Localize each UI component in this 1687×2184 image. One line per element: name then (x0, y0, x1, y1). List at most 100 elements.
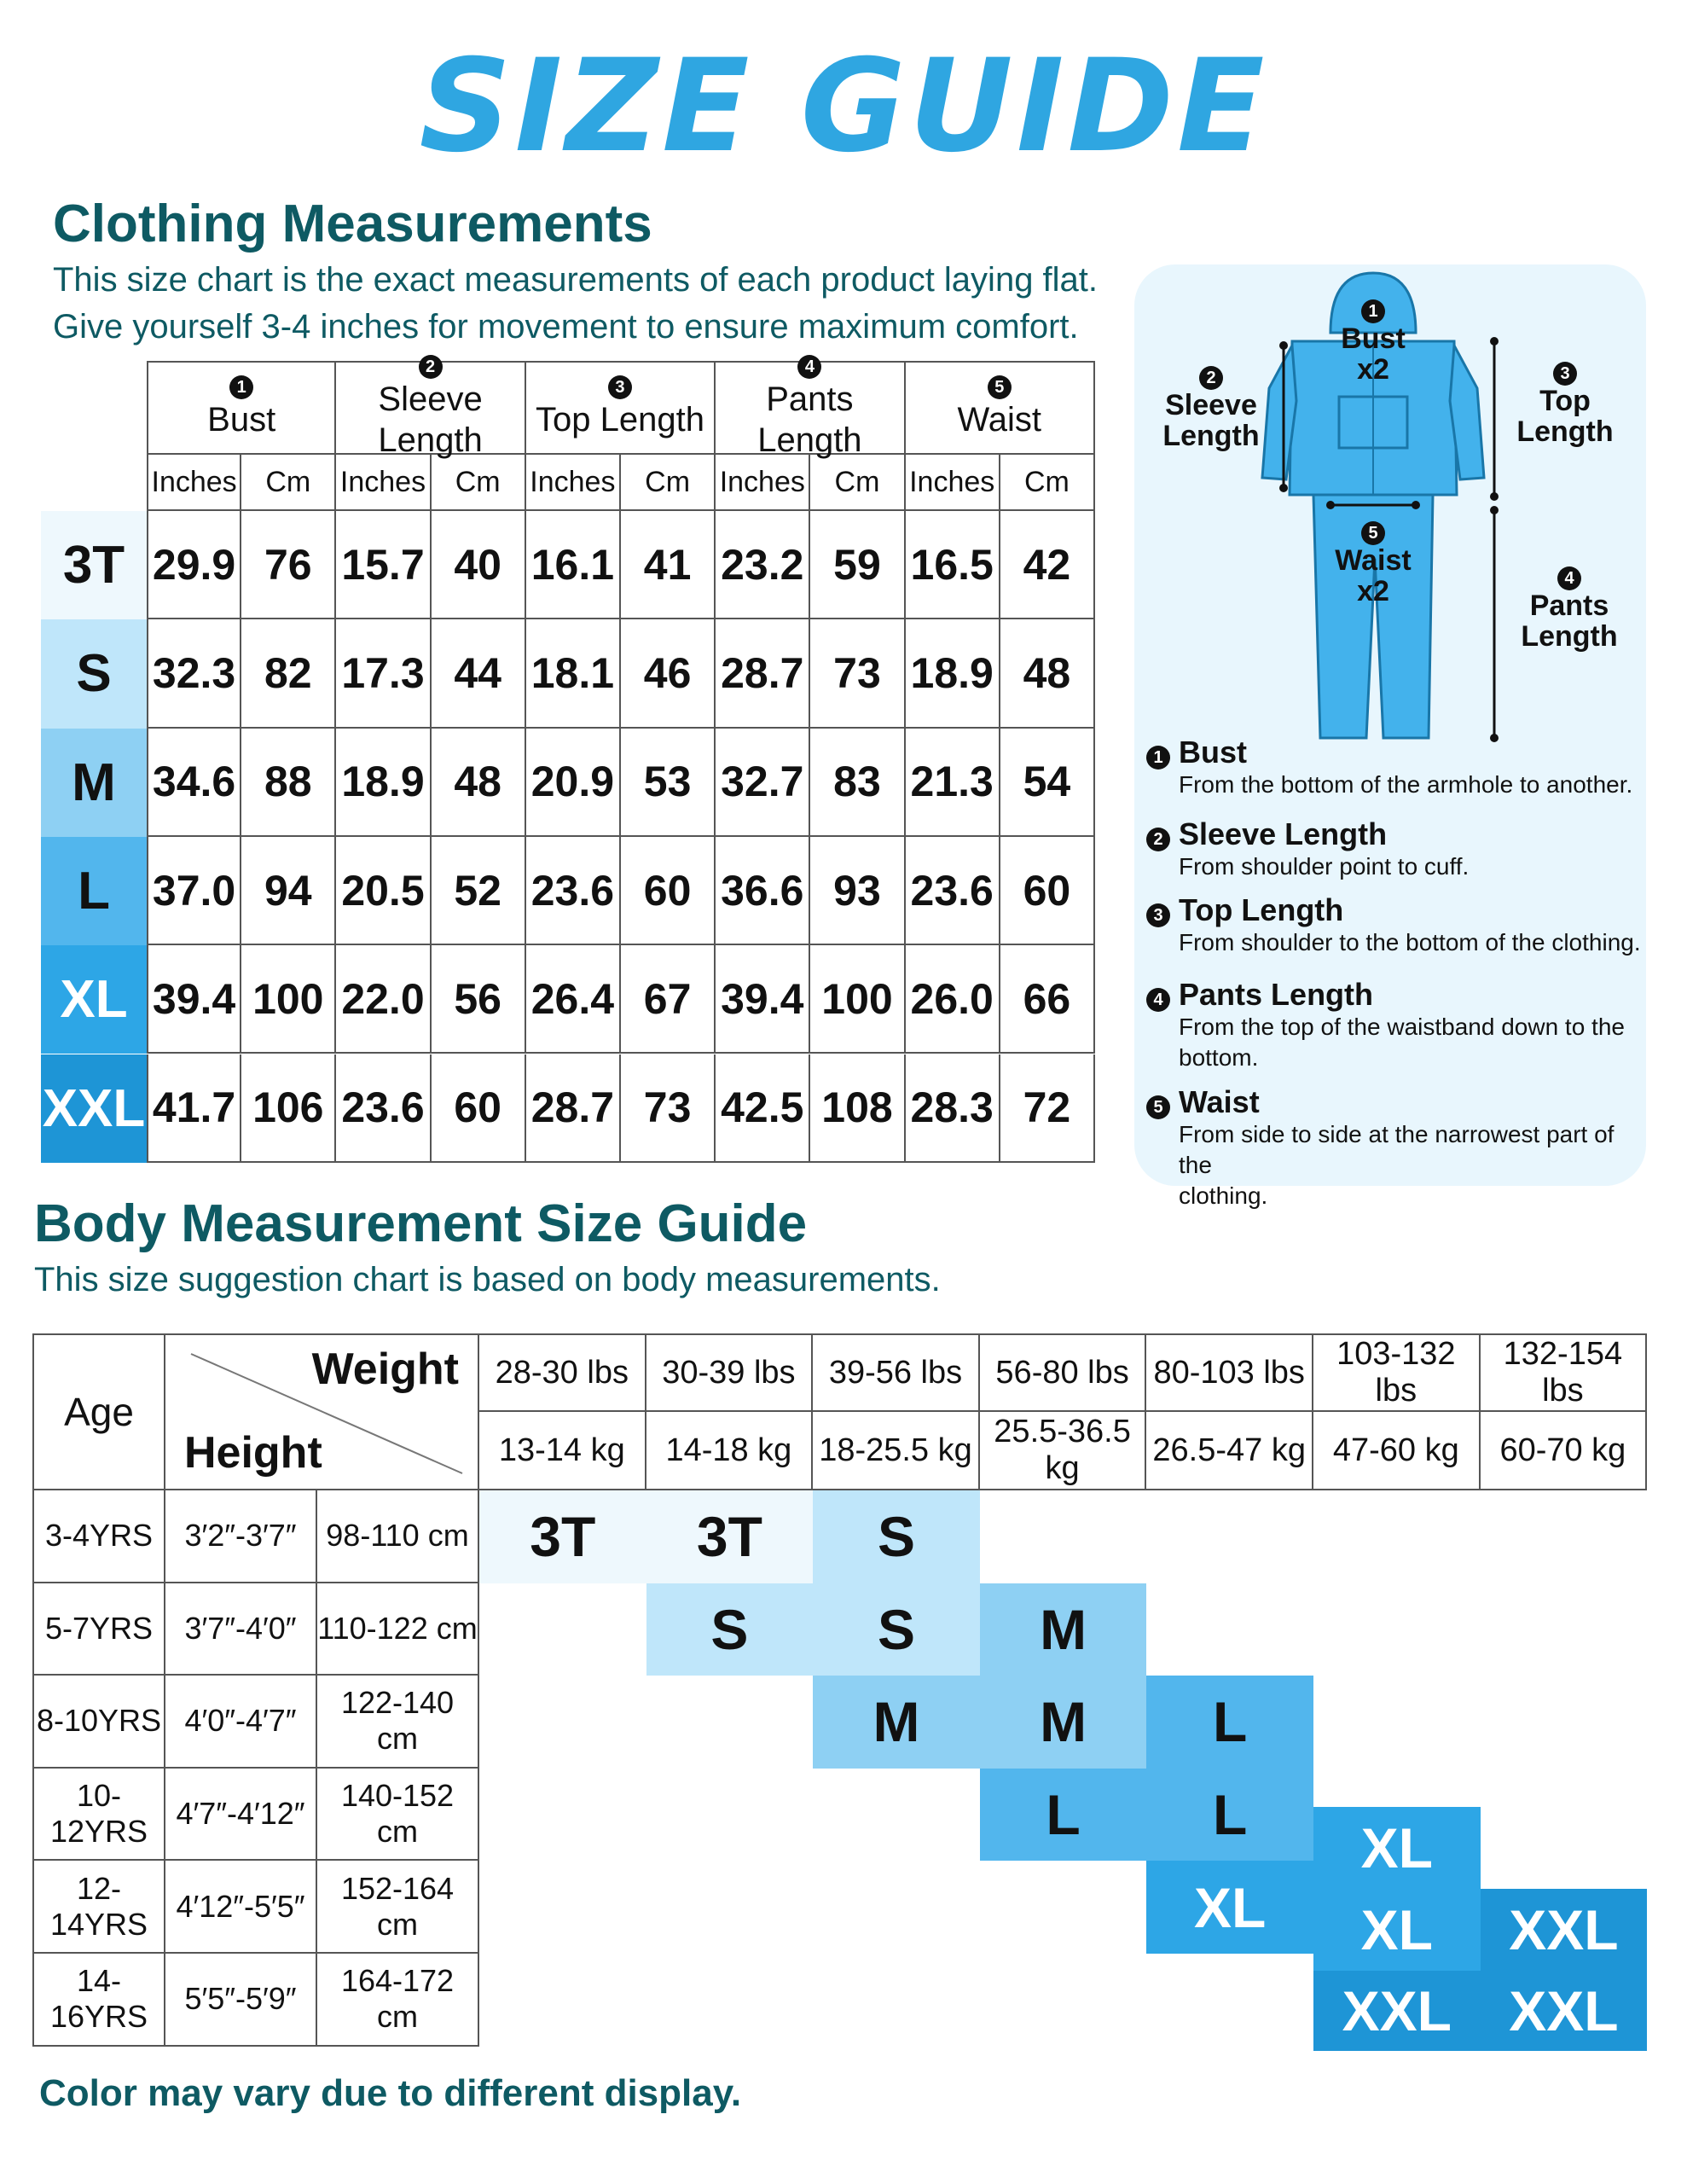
definition-pants-length: 4 Pants Length From the top of the waist… (1146, 978, 1641, 1073)
diagram-waist-label: 5 Waist x2 (1318, 514, 1429, 607)
weight-kg-header: 18-25.5 kg (813, 1412, 980, 1490)
size-suggestion-xl: XL (1146, 1861, 1313, 1954)
weight-lbs-header: 56-80 lbs (979, 1333, 1147, 1412)
column-header: 4 Pants Length (716, 355, 906, 459)
number-1-icon: 1 (1361, 299, 1385, 323)
measurement-value: 46 (621, 619, 716, 729)
definition-sleeve-length: 2 Sleeve Length From shoulder point to c… (1146, 817, 1641, 882)
column-label: Pants Length (757, 380, 862, 459)
measurement-guide-panel: 1 Bust x2 2 Sleeve Length 3 Top Length 5… (1134, 264, 1646, 1209)
measurement-value: 48 (431, 728, 526, 837)
definition-waist: 5 Waist From side to side at the narrowe… (1146, 1085, 1641, 1211)
weight-height-header: Weight Height (165, 1333, 479, 1490)
weight-lbs-header: 28-30 lbs (479, 1333, 646, 1412)
size-suggestion-3t: 3T (646, 1490, 814, 1583)
number-4-icon: 4 (1557, 566, 1581, 590)
size-label-3t: 3T (41, 511, 147, 620)
unit-header: Inches (336, 455, 432, 511)
diagram-pants-label: 4 Pants Length (1510, 559, 1629, 652)
size-suggestion-s: S (646, 1583, 814, 1676)
measurement-value: 106 (241, 1054, 337, 1163)
size-label-s: S (41, 619, 147, 729)
size-suggestion-m: M (813, 1676, 980, 1769)
measurement-value: 39.4 (716, 945, 811, 1054)
measurement-value: 73 (810, 619, 906, 729)
unit-header: Cm (431, 455, 526, 511)
size-suggestion-m: M (979, 1583, 1147, 1676)
number-2-icon: 2 (418, 355, 443, 379)
measurement-value: 20.5 (336, 836, 432, 946)
column-label: Bust (207, 401, 276, 439)
measurement-value: 48 (1000, 619, 1095, 729)
height-ft-cell: 3′7″-4′0″ (165, 1583, 317, 1676)
number-3-icon: 3 (1553, 362, 1577, 386)
height-ft-cell: 4′0″-4′7″ (165, 1676, 317, 1769)
measurement-value: 60 (431, 1054, 526, 1163)
measurement-value: 42.5 (716, 1054, 811, 1163)
unit-header: Cm (1000, 455, 1095, 511)
measurement-value: 16.1 (525, 511, 621, 620)
measurement-value: 21.3 (905, 728, 1000, 837)
number-5-icon: 5 (1146, 1095, 1170, 1119)
size-suggestion-l: L (979, 1768, 1147, 1862)
garment-diagram (1261, 271, 1499, 742)
unit-header: Inches (525, 455, 621, 511)
number-5-icon: 5 (987, 375, 1012, 399)
diagonal-divider (190, 1353, 463, 1474)
measurement-value: 83 (810, 728, 906, 837)
weight-lbs-header: 132-154 lbs (1480, 1333, 1648, 1412)
measurement-value: 60 (621, 836, 716, 946)
measurement-value: 82 (241, 619, 337, 729)
measurement-value: 39.4 (147, 945, 242, 1054)
measurement-value: 22.0 (336, 945, 432, 1054)
measurement-value: 42 (1000, 511, 1095, 620)
measurement-value: 67 (621, 945, 716, 1054)
measurement-value: 28.7 (716, 619, 811, 729)
unit-header: Inches (716, 455, 811, 511)
number-1-icon: 1 (1146, 746, 1170, 770)
number-1-icon: 1 (229, 375, 254, 399)
size-label-xl: XL (41, 945, 147, 1054)
unit-header: Cm (621, 455, 716, 511)
measurement-value: 28.7 (525, 1054, 621, 1163)
age-cell: 5-7YRS (32, 1583, 165, 1676)
age-cell: 14-16YRS (32, 1954, 165, 2047)
measurement-value: 15.7 (336, 511, 432, 620)
measurement-value: 34.6 (147, 728, 242, 837)
height-cm-cell: 164-172 cm (317, 1954, 479, 2047)
age-cell: 10-12YRS (32, 1768, 165, 1862)
measurement-value: 94 (241, 836, 337, 946)
measurement-value: 72 (1000, 1054, 1095, 1163)
weight-lbs-header: 30-39 lbs (646, 1333, 814, 1412)
measurement-value: 44 (431, 619, 526, 729)
measurement-value: 52 (431, 836, 526, 946)
measurement-value: 108 (810, 1054, 906, 1163)
measurement-value: 36.6 (716, 836, 811, 946)
height-ft-cell: 4′7″-4′12″ (165, 1768, 317, 1862)
clothing-heading: Clothing Measurements (53, 195, 652, 253)
clothing-measurement-table: 1 Bust Inches Cm 2 Sleeve Length Inches Cm 3 Top … (41, 355, 1097, 1168)
page-title: SIZE GUIDE (419, 32, 1268, 181)
measurement-value: 37.0 (147, 836, 242, 946)
measurement-value: 23.6 (525, 836, 621, 946)
weight-lbs-header: 80-103 lbs (1146, 1333, 1313, 1412)
measurement-value: 76 (241, 511, 337, 620)
column-label: Sleeve Length (378, 380, 483, 459)
size-suggestion-l: L (1146, 1768, 1313, 1862)
body-subtitle: This size suggestion chart is based on b… (34, 1261, 941, 1298)
column-label: Top Length (536, 401, 704, 439)
age-header: Age (32, 1333, 165, 1490)
measurement-value: 23.2 (716, 511, 811, 620)
measurement-value: 100 (810, 945, 906, 1054)
size-suggestion-3t: 3T (479, 1490, 646, 1583)
age-cell: 12-14YRS (32, 1861, 165, 1954)
size-suggestion-xl: XL (1313, 1888, 1481, 1971)
measurement-value: 23.6 (905, 836, 1000, 946)
column-header: 1 Bust (147, 361, 337, 455)
height-cm-cell: 122-140 cm (317, 1676, 479, 1769)
measurement-value: 18.9 (905, 619, 1000, 729)
height-cm-cell: 98-110 cm (317, 1490, 479, 1583)
measurement-value: 23.6 (336, 1054, 432, 1163)
measurement-value: 53 (621, 728, 716, 837)
measurement-value: 93 (810, 836, 906, 946)
